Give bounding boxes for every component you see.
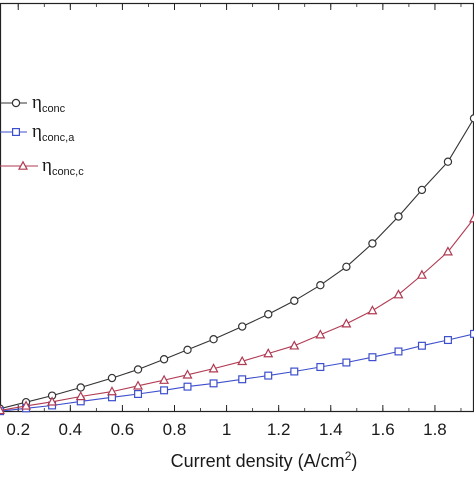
data-point-triangle: [133, 380, 144, 390]
data-point-circle: [209, 334, 218, 344]
data-point-square: [264, 371, 273, 380]
data-point-triangle: [341, 318, 352, 328]
x-tick-label: 1.4: [319, 420, 343, 439]
data-point-triangle: [17, 160, 29, 170]
data-point-circle: [368, 239, 377, 248]
data-point-circle: [76, 383, 85, 392]
data-point-triangle: [106, 386, 117, 396]
data-point-triangle: [442, 246, 453, 256]
legend-item: ηconc,a: [0, 121, 75, 144]
data-point-square: [394, 347, 403, 356]
data-point-circle: [264, 310, 273, 319]
x-tick-label: 1.2: [267, 420, 291, 439]
x-tick-label: 0.6: [111, 420, 135, 439]
x-tick-label: 1.6: [371, 420, 395, 439]
legend-label: ηconc,a: [32, 121, 75, 144]
series-layer: [0, 114, 474, 416]
data-point-square: [183, 382, 192, 391]
legend-item: ηconc,c: [0, 155, 84, 178]
data-point-square: [160, 386, 169, 395]
data-point-triangle: [75, 390, 86, 401]
data-point-circle: [394, 212, 403, 221]
series-conc-a: [0, 329, 474, 416]
data-point-circle: [290, 296, 299, 305]
data-point-circle: [417, 185, 427, 195]
data-point-triangle: [416, 269, 427, 279]
data-point-circle: [183, 345, 192, 355]
data-point-triangle: [0, 404, 6, 415]
series-conc-c: [0, 213, 474, 415]
data-point-triangle: [367, 305, 378, 315]
data-point-square: [470, 329, 474, 338]
data-point-square: [316, 363, 325, 372]
series-line: [0, 218, 474, 411]
data-point-circle: [316, 281, 325, 290]
data-point-square: [209, 379, 218, 388]
data-point-triangle: [393, 289, 404, 299]
x-tick-label: 1: [222, 420, 231, 439]
x-tick-label: 0.4: [58, 420, 82, 439]
data-point-circle: [238, 322, 247, 331]
series-line: [0, 333, 474, 412]
data-point-square: [368, 353, 377, 362]
series-line: [0, 118, 474, 410]
data-point-circle: [107, 373, 117, 383]
data-point-circle: [159, 355, 169, 364]
data-point-square: [290, 367, 299, 376]
data-point-square: [12, 128, 21, 137]
data-point-circle: [443, 157, 453, 166]
data-point-square: [134, 390, 143, 399]
data-point-square: [342, 358, 351, 367]
axes: 0.2 0.4 0.6 0.8 1 1.2 1.4 1.6 1.8: [0, 2, 474, 439]
legend-item: ηconc: [0, 92, 66, 115]
legend-label: ηconc,c: [42, 155, 84, 178]
data-point-triangle: [468, 213, 474, 223]
data-point-square: [238, 375, 247, 384]
data-point-triangle: [237, 355, 248, 366]
x-tick-label: 0.8: [163, 420, 187, 439]
data-point-circle: [342, 262, 351, 272]
data-point-triangle: [47, 396, 58, 406]
data-point-circle: [11, 98, 21, 108]
legend-label: ηconc: [32, 92, 66, 115]
x-tick-label: 1.8: [423, 420, 447, 439]
series-conc: [0, 114, 474, 413]
data-point-triangle: [182, 369, 193, 379]
data-point-triangle: [159, 374, 170, 384]
x-axis-title: Current density (A/cm2): [171, 449, 358, 471]
data-point-triangle: [315, 329, 326, 339]
data-point-circle: [133, 365, 143, 374]
data-point-triangle: [21, 400, 32, 410]
data-point-triangle: [289, 340, 300, 350]
data-point-square: [443, 336, 452, 345]
data-point-triangle: [263, 348, 274, 358]
data-point-triangle: [208, 363, 219, 373]
legend: ηconc ηconc,a ηconc,c: [0, 92, 84, 178]
x-tick-label: 0.2: [6, 420, 30, 439]
data-point-square: [417, 341, 426, 350]
data-point-circle: [469, 114, 474, 123]
